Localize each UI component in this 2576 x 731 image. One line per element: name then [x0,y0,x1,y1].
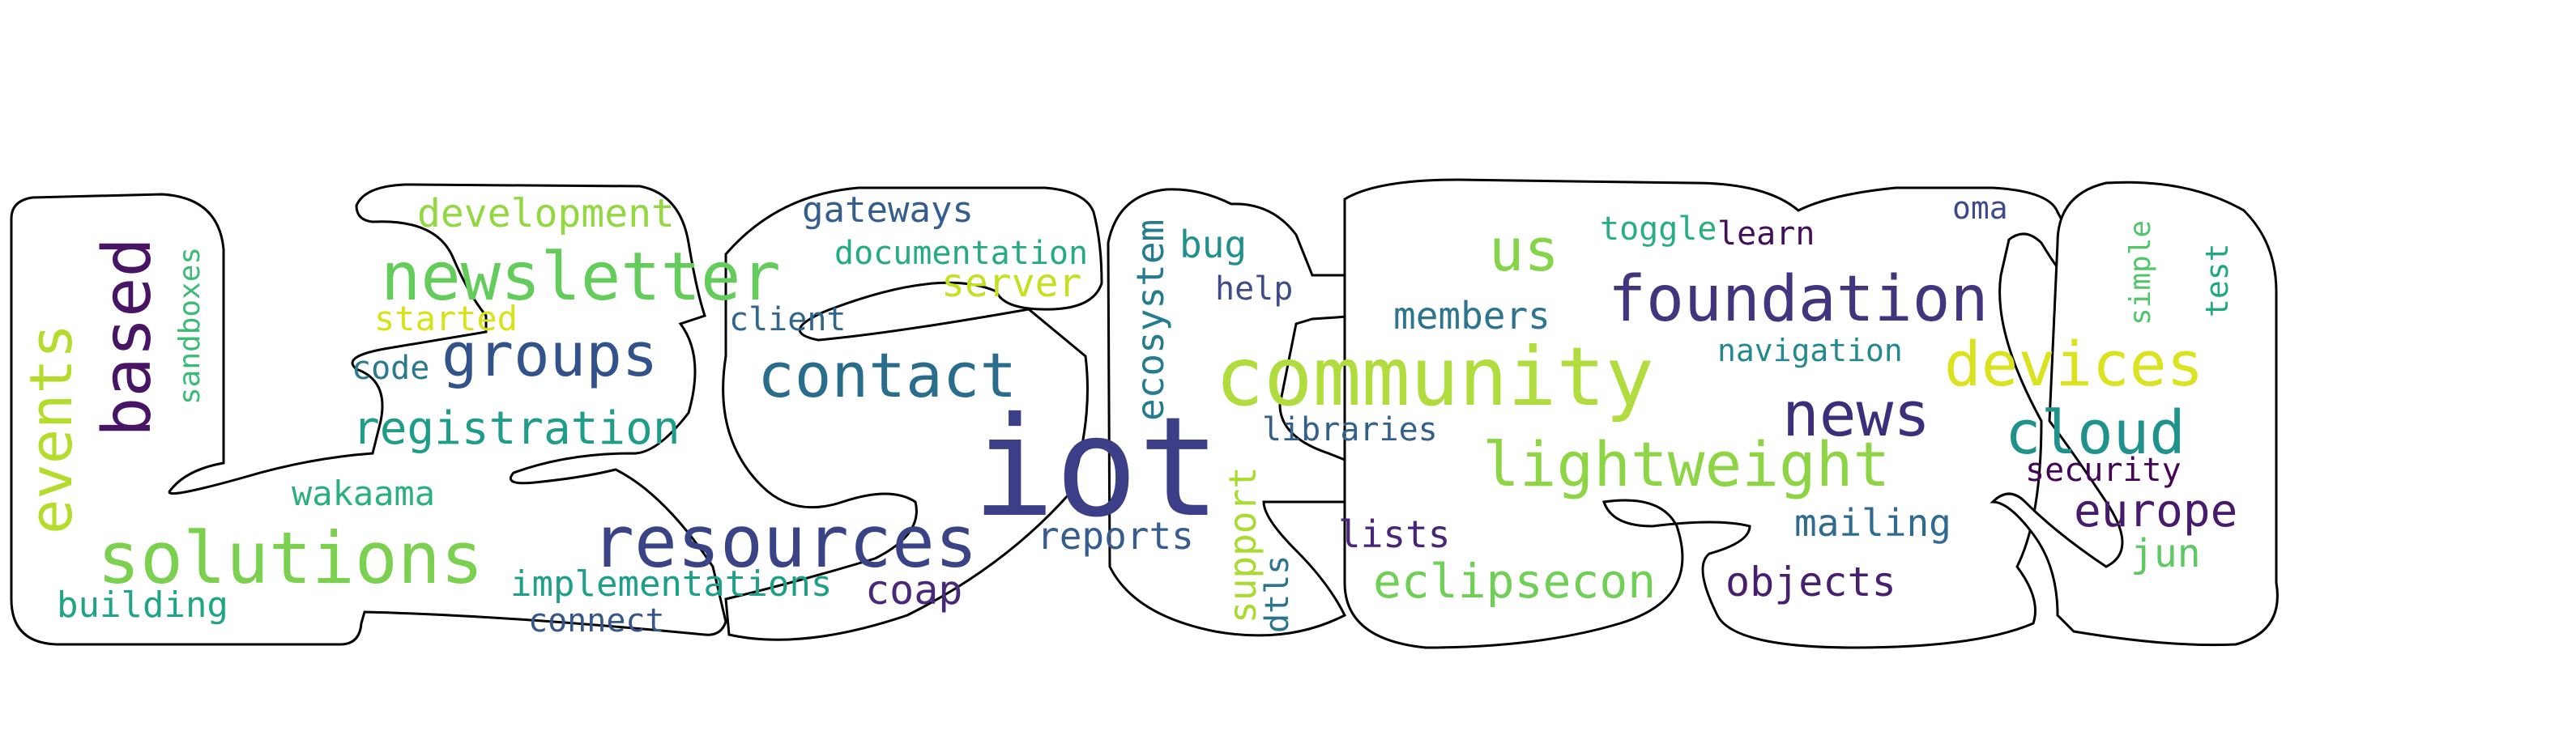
word-lightweight: lightweight [1482,428,1890,500]
word-lists: lists [1338,512,1450,556]
word-ecosystem: ecosystem [1128,219,1172,421]
word-help: help [1215,270,1293,308]
word-navigation: navigation [1717,333,1903,368]
word-reports: reports [1037,514,1194,558]
word-solutions: solutions [97,516,484,600]
word-based: based [89,237,166,437]
word-client: client [729,301,847,338]
word-building: building [57,584,228,626]
word-toggle: toggle [1600,210,1717,248]
word-groups: groups [441,321,658,390]
word-support: support [1221,466,1265,623]
word-simple: simple [2124,220,2157,325]
word-registration: registration [352,402,680,455]
word-newsletter: newsletter [381,239,781,316]
word-objects: objects [1725,559,1896,606]
word-test: test [2199,243,2235,317]
word-community: community [1215,329,1654,424]
word-mailing: mailing [1794,501,1951,545]
word-implementations: implementations [510,563,832,605]
word-events: events [17,324,85,534]
word-dtls: dtls [1259,555,1296,633]
word-jun: jun [2130,531,2201,576]
word-sandboxes: sandboxes [173,247,207,405]
word-documentation: documentation [834,235,1088,272]
word-members: members [1393,294,1550,338]
word-wakaama: wakaama [292,474,435,513]
word-development: development [417,191,675,236]
word-libraries: libraries [1262,411,1438,448]
word-devices: devices [1944,328,2203,400]
word-coap: coap [865,567,962,614]
word-started: started [374,299,518,338]
word-news: news [1782,378,1930,450]
mask-outline [10,178,2279,649]
word-resources: resources [591,500,978,584]
word-europe: europe [2074,485,2237,538]
word-server: server [941,261,1081,306]
word-us: us [1489,216,1559,284]
word-cloud: cloud [2005,398,2186,468]
word-contact: contact [757,339,1017,411]
word-gateways: gateways [802,189,974,231]
word-oma: oma [1952,190,2008,226]
word-connect: connect [528,602,665,640]
word-eclipsecon: eclipsecon [1373,554,1656,609]
word-foundation: foundation [1608,263,1989,336]
word-iot: iot [972,388,1221,548]
word-learn: learn [1717,215,1815,253]
word-bug: bug [1179,223,1247,266]
word-code: code [352,350,429,387]
word-security: security [2025,452,2181,489]
